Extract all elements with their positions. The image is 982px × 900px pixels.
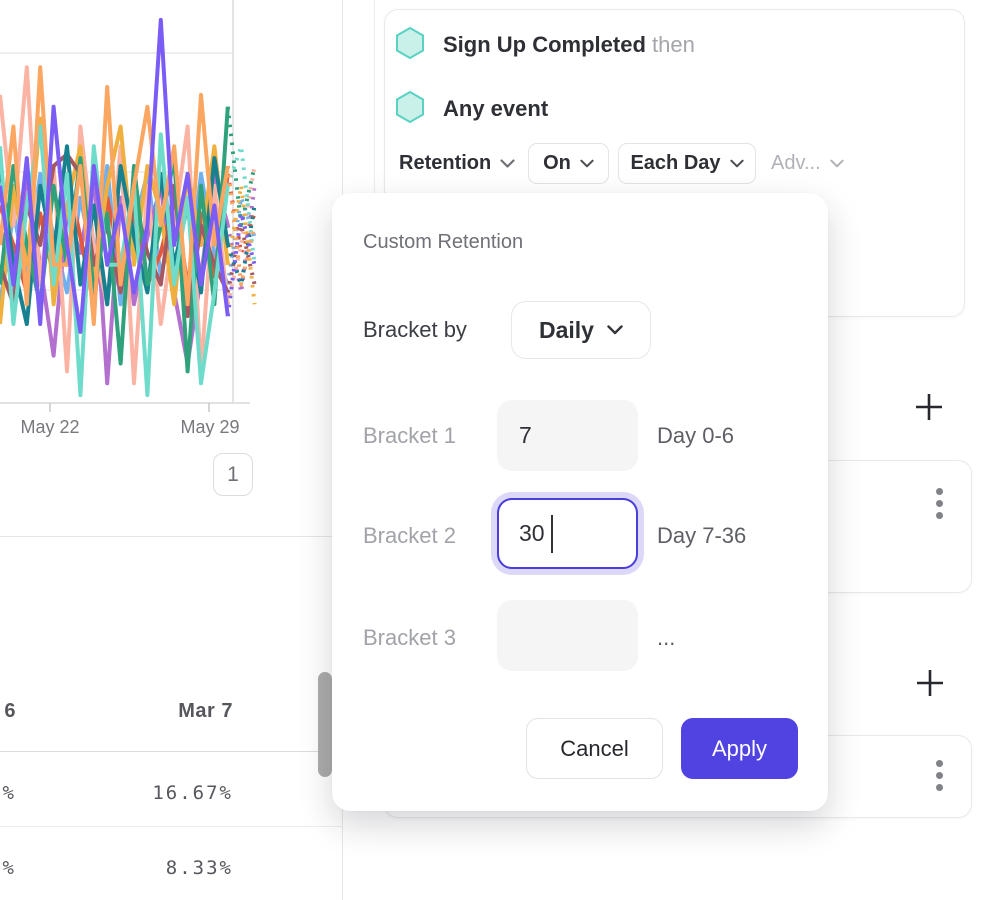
on-dropdown-label: On <box>543 152 571 174</box>
advanced-dropdown-label: Adv... <box>771 152 821 174</box>
event-hexagon-icon <box>396 91 424 123</box>
chevron-down-icon <box>580 159 594 168</box>
table-cell-partial: % <box>2 857 16 879</box>
bracket-1-label: Bracket 1 <box>363 423 456 448</box>
table-header-divider <box>0 751 342 752</box>
step-1-suffix: then <box>652 32 695 57</box>
chart-line-cohort-maroon <box>0 152 230 319</box>
bracket-by-select[interactable]: Daily <box>511 301 651 359</box>
query-step-2[interactable]: Any event <box>443 96 548 122</box>
modal-title: Custom Retention <box>363 231 524 253</box>
measure-dropdown-label: Retention <box>399 152 492 174</box>
panel-inner-divider <box>374 0 375 193</box>
bracket-3-input[interactable] <box>497 600 638 671</box>
add-section-button[interactable] <box>913 391 945 423</box>
bracket-by-label: Bracket by <box>363 317 467 342</box>
table-row-divider <box>0 826 342 827</box>
query-step-1[interactable]: Sign Up Completed then <box>443 32 695 58</box>
apply-button[interactable]: Apply <box>681 718 798 779</box>
bracket-2-input[interactable] <box>497 498 638 569</box>
card-menu-kebab-icon[interactable] <box>935 488 943 519</box>
table-cell: 8.33% <box>165 857 233 879</box>
advanced-dropdown[interactable]: Adv... <box>771 143 844 184</box>
chevron-down-icon <box>830 159 844 168</box>
chevron-down-icon <box>607 325 623 335</box>
bracket-by-value: Daily <box>539 316 594 343</box>
chevron-down-icon <box>500 159 515 168</box>
on-dropdown[interactable]: On <box>528 143 609 184</box>
chart-line-cohort-purple <box>0 17 230 334</box>
granularity-dropdown-label: Each Day <box>630 152 721 174</box>
table-cell: 16.67% <box>152 782 233 804</box>
card-menu-kebab-icon[interactable] <box>935 760 943 791</box>
measure-dropdown[interactable]: Retention <box>399 143 515 184</box>
retention-line-chart <box>0 0 257 412</box>
chevron-down-icon <box>729 159 744 168</box>
step-2-event-label: Any event <box>443 96 549 121</box>
text-caret <box>551 515 553 553</box>
event-hexagon-icon <box>396 27 424 59</box>
chart-line-cohort-salmon <box>225 165 257 305</box>
chart-line-cohort-orange <box>225 165 257 287</box>
table-col-header-partial: 6 <box>4 700 16 722</box>
x-tick-may-22: May 22 <box>20 417 80 437</box>
section-divider <box>0 536 342 537</box>
table-cell-partial: % <box>2 782 16 804</box>
pagination-badge[interactable]: 1 <box>213 453 253 496</box>
granularity-dropdown[interactable]: Each Day <box>618 143 756 184</box>
custom-retention-modal: Custom Retention Bracket by Daily Bracke… <box>332 193 828 811</box>
bracket-3-range: ... <box>657 625 676 650</box>
bracket-1-input[interactable] <box>497 400 638 471</box>
x-tick-may-29: May 29 <box>180 417 240 437</box>
bracket-2-range: Day 7-36 <box>657 523 747 548</box>
bracket-1-range: Day 0-6 <box>657 423 735 448</box>
chart-line-cohort-orange <box>0 65 230 326</box>
scrollbar-thumb[interactable] <box>318 672 332 777</box>
cancel-button[interactable]: Cancel <box>526 718 663 779</box>
bracket-2-label: Bracket 2 <box>363 523 456 548</box>
table-col-header: Mar 7 <box>178 700 233 722</box>
chart-line-cohort-maroon <box>225 223 257 293</box>
bracket-3-label: Bracket 3 <box>363 625 456 650</box>
step-1-event-label: Sign Up Completed <box>443 32 646 57</box>
add-section-button[interactable] <box>914 667 946 699</box>
